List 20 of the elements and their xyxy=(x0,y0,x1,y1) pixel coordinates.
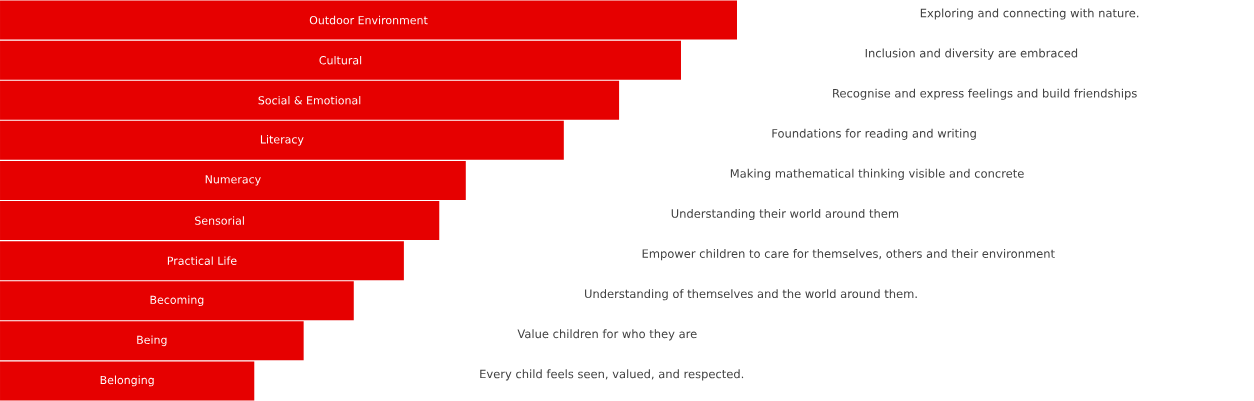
y-tick-label: Becoming xyxy=(150,295,204,307)
y-tick-label: Numeracy xyxy=(205,175,261,186)
y-tick-label: Being xyxy=(137,335,167,347)
annotation: Understanding of themselves and the world around them. xyxy=(585,289,917,301)
annotation: Making mathematical thinking visible and concrete xyxy=(730,168,1024,180)
y-tick-label: Practical Life xyxy=(167,256,237,265)
text: Foundations for reading and writing xyxy=(772,128,976,140)
y-tick-label: Cultural xyxy=(319,55,362,65)
annotation: Value children for who they are xyxy=(517,329,697,341)
y-tick-label: Outdoor Environment xyxy=(309,15,428,25)
annotation: Empower children to care for themselves, others and their environment xyxy=(642,249,1055,261)
y-tick-label: Sensorial xyxy=(195,216,244,225)
annotation: Every child feels seen, valued, and respected. xyxy=(480,369,744,381)
text: Inclusion and diversity are embraced xyxy=(865,48,1078,60)
text: Exploring and connecting with nature. xyxy=(920,8,1139,20)
text: Recognise and express feelings and build friendships xyxy=(833,88,1137,100)
annotation: Understanding their world around them xyxy=(671,208,899,221)
y-tick-label: Belonging xyxy=(100,375,154,387)
y-tick-label: Literacy xyxy=(260,135,304,146)
y-tick-label: Social & Emotional xyxy=(258,95,361,105)
